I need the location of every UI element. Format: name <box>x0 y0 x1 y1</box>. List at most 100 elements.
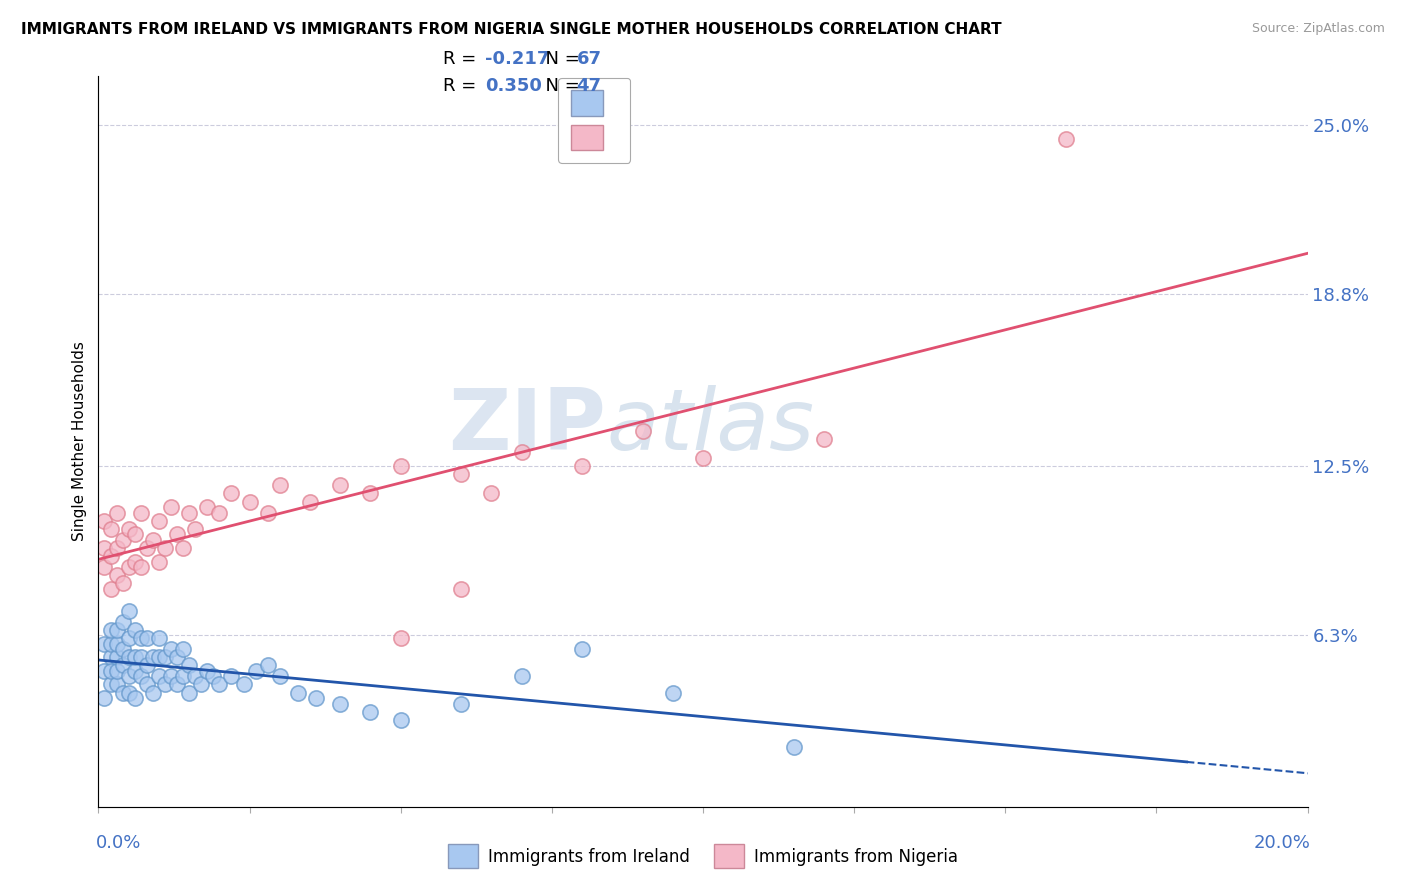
Point <box>153 541 176 555</box>
Point <box>166 527 188 541</box>
Point <box>93 636 115 650</box>
Point <box>118 685 141 699</box>
Point <box>124 555 146 569</box>
Point <box>142 685 165 699</box>
Point <box>360 705 382 719</box>
Point <box>510 445 533 459</box>
Point <box>111 615 134 629</box>
Point <box>105 636 128 650</box>
Point <box>221 669 243 683</box>
Point <box>148 555 170 569</box>
Point <box>172 642 194 657</box>
Point <box>148 631 170 645</box>
Text: Source: ZipAtlas.com: Source: ZipAtlas.com <box>1251 22 1385 36</box>
Point <box>481 486 503 500</box>
Point <box>389 713 412 727</box>
Point <box>184 522 207 536</box>
Point <box>100 582 122 596</box>
Point <box>118 604 141 618</box>
Text: R =: R = <box>443 50 482 68</box>
Point <box>450 467 472 482</box>
Point <box>389 631 412 645</box>
Text: 67: 67 <box>576 50 602 68</box>
Point <box>111 658 134 673</box>
Point <box>135 677 157 691</box>
Point <box>208 506 231 520</box>
Point <box>142 650 165 665</box>
Point <box>124 623 146 637</box>
Text: 20.0%: 20.0% <box>1254 834 1310 852</box>
Point <box>287 685 309 699</box>
Point <box>118 560 141 574</box>
Point <box>631 424 654 438</box>
Point <box>93 541 115 555</box>
Point <box>571 642 593 657</box>
Point <box>153 677 176 691</box>
Point <box>305 691 328 706</box>
Legend: , : , <box>558 78 630 163</box>
Point <box>135 631 157 645</box>
Point <box>190 677 212 691</box>
Point <box>129 650 152 665</box>
Text: 47: 47 <box>576 77 602 95</box>
Text: atlas: atlas <box>606 385 814 468</box>
Point <box>1054 131 1077 145</box>
Point <box>166 677 188 691</box>
Point <box>142 533 165 547</box>
Point <box>184 669 207 683</box>
Text: N =: N = <box>534 77 586 95</box>
Text: R =: R = <box>443 77 482 95</box>
Point <box>135 658 157 673</box>
Point <box>105 677 128 691</box>
Text: N =: N = <box>534 50 586 68</box>
Point <box>195 664 218 678</box>
Point <box>93 691 115 706</box>
Point <box>179 506 201 520</box>
Point <box>129 560 152 574</box>
Point <box>135 541 157 555</box>
Point <box>100 623 122 637</box>
Point <box>179 658 201 673</box>
Point <box>329 478 352 492</box>
Point <box>105 650 128 665</box>
Point <box>100 549 122 564</box>
Point <box>148 669 170 683</box>
Point <box>239 494 262 508</box>
Point <box>118 669 141 683</box>
Point <box>450 582 472 596</box>
Point <box>111 576 134 591</box>
Text: 0.0%: 0.0% <box>96 834 141 852</box>
Point <box>148 514 170 528</box>
Point <box>179 685 201 699</box>
Point <box>571 459 593 474</box>
Point <box>160 500 183 514</box>
Point <box>269 669 291 683</box>
Point <box>111 642 134 657</box>
Point <box>105 623 128 637</box>
Point <box>124 664 146 678</box>
Point <box>245 664 267 678</box>
Point <box>105 568 128 582</box>
Text: ZIP: ZIP <box>449 385 606 468</box>
Point <box>172 541 194 555</box>
Point <box>166 650 188 665</box>
Point <box>329 697 352 711</box>
Point <box>124 691 146 706</box>
Point <box>129 669 152 683</box>
Text: 0.350: 0.350 <box>485 77 541 95</box>
Point <box>100 664 122 678</box>
Point <box>100 677 122 691</box>
Point <box>148 650 170 665</box>
Point <box>195 500 218 514</box>
Point <box>153 650 176 665</box>
Point <box>661 685 683 699</box>
Point <box>256 506 278 520</box>
Point <box>269 478 291 492</box>
Point <box>221 486 243 500</box>
Point <box>100 636 122 650</box>
Point <box>450 697 472 711</box>
Point <box>129 506 152 520</box>
Point <box>93 664 115 678</box>
Legend: Immigrants from Ireland, Immigrants from Nigeria: Immigrants from Ireland, Immigrants from… <box>441 838 965 875</box>
Point <box>232 677 254 691</box>
